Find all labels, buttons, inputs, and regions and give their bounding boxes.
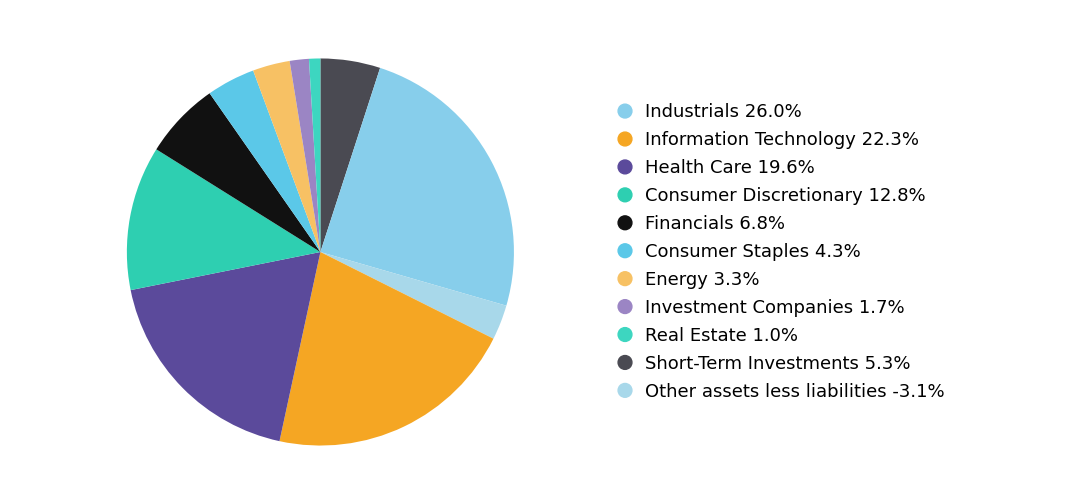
- Wedge shape: [209, 71, 320, 252]
- Wedge shape: [320, 252, 506, 339]
- Legend: Industrials 26.0%, Information Technology 22.3%, Health Care 19.6%, Consumer Dis: Industrials 26.0%, Information Technolog…: [617, 103, 944, 401]
- Wedge shape: [320, 68, 514, 305]
- Wedge shape: [253, 61, 320, 252]
- Wedge shape: [289, 59, 320, 252]
- Wedge shape: [127, 149, 320, 290]
- Wedge shape: [156, 93, 320, 252]
- Wedge shape: [320, 58, 380, 252]
- Wedge shape: [130, 252, 320, 441]
- Wedge shape: [309, 58, 320, 252]
- Wedge shape: [280, 252, 493, 446]
